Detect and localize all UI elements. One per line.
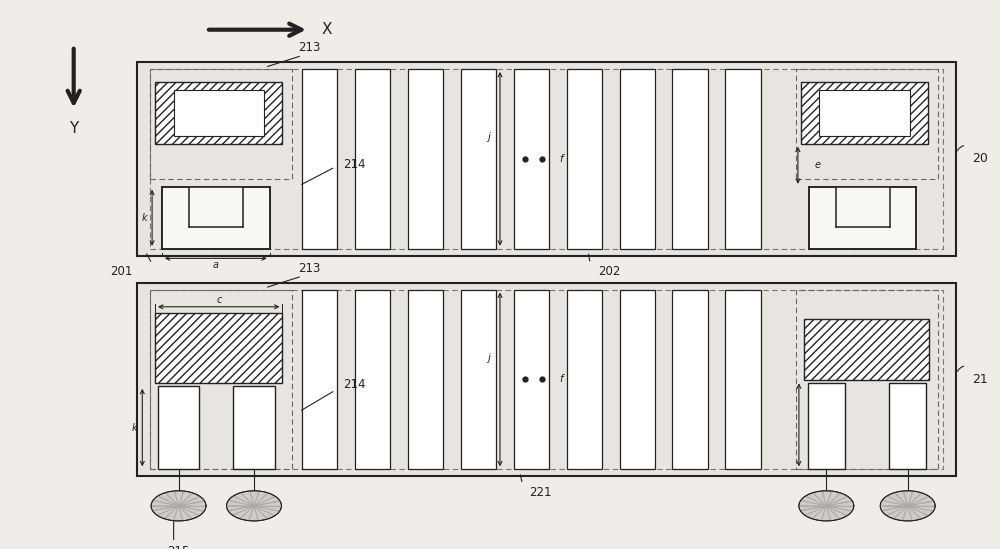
Bar bbox=[150, 289, 292, 469]
Bar bbox=[408, 69, 443, 249]
Bar bbox=[355, 289, 390, 469]
Bar bbox=[801, 82, 928, 144]
Text: a: a bbox=[213, 260, 219, 270]
Bar bbox=[725, 69, 761, 249]
Text: 221: 221 bbox=[529, 486, 552, 499]
Bar bbox=[461, 289, 496, 469]
Bar bbox=[514, 69, 549, 249]
Bar bbox=[155, 82, 282, 144]
Bar bbox=[620, 69, 655, 249]
Bar bbox=[725, 289, 761, 469]
Bar bbox=[302, 289, 337, 469]
Text: 201: 201 bbox=[110, 265, 132, 278]
Text: 214: 214 bbox=[343, 378, 366, 391]
Bar bbox=[137, 62, 956, 256]
Bar bbox=[889, 383, 926, 469]
Bar bbox=[355, 69, 390, 249]
Bar bbox=[796, 69, 938, 179]
Bar bbox=[809, 187, 916, 249]
Text: k: k bbox=[141, 213, 147, 223]
Bar bbox=[461, 69, 496, 249]
Bar bbox=[514, 289, 549, 469]
Text: j: j bbox=[487, 132, 490, 142]
Text: 215: 215 bbox=[167, 545, 190, 549]
Text: Y: Y bbox=[69, 121, 78, 136]
Text: f: f bbox=[560, 154, 563, 164]
Bar bbox=[620, 289, 655, 469]
Polygon shape bbox=[151, 491, 206, 521]
Text: 214: 214 bbox=[343, 158, 366, 171]
Bar bbox=[836, 187, 890, 227]
Bar bbox=[150, 69, 943, 249]
Bar bbox=[672, 289, 708, 469]
Polygon shape bbox=[227, 491, 281, 521]
Polygon shape bbox=[880, 491, 935, 521]
Bar bbox=[158, 386, 199, 469]
Text: e: e bbox=[815, 160, 821, 170]
Bar bbox=[796, 289, 938, 469]
Text: X: X bbox=[322, 22, 332, 37]
Bar bbox=[808, 383, 845, 469]
Text: 21: 21 bbox=[972, 373, 988, 386]
Bar bbox=[162, 187, 270, 249]
Text: 213: 213 bbox=[298, 41, 320, 54]
Bar bbox=[567, 289, 602, 469]
Bar bbox=[672, 69, 708, 249]
Bar bbox=[137, 283, 956, 476]
Text: k: k bbox=[132, 423, 137, 433]
Text: j: j bbox=[487, 353, 490, 363]
Bar bbox=[804, 318, 929, 380]
Bar bbox=[189, 187, 243, 227]
Text: 213: 213 bbox=[298, 261, 320, 274]
Bar bbox=[567, 69, 602, 249]
Bar bbox=[150, 69, 292, 179]
Bar bbox=[819, 90, 910, 136]
Polygon shape bbox=[799, 491, 854, 521]
Text: 20: 20 bbox=[972, 152, 988, 165]
Text: c: c bbox=[216, 295, 221, 305]
Text: b: b bbox=[175, 369, 182, 379]
Bar bbox=[408, 289, 443, 469]
Bar bbox=[233, 386, 275, 469]
Bar bbox=[174, 90, 264, 136]
Bar bbox=[150, 289, 943, 469]
Bar bbox=[155, 313, 282, 383]
Text: e: e bbox=[816, 420, 822, 430]
Text: 202: 202 bbox=[598, 265, 620, 278]
Text: f: f bbox=[560, 374, 563, 384]
Bar bbox=[302, 69, 337, 249]
